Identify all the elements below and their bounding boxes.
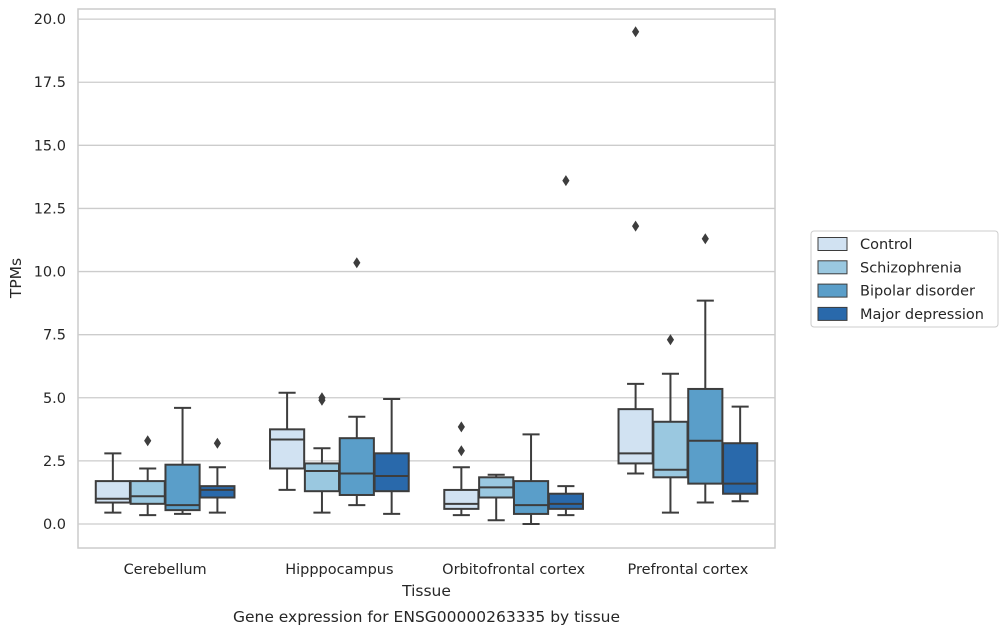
box-schizophrenia xyxy=(652,334,689,514)
x-tick-label: Hipppocampus xyxy=(285,562,393,578)
outlier-point xyxy=(318,392,326,404)
outlier-point xyxy=(457,421,465,433)
y-tick-label: 7.5 xyxy=(43,328,66,344)
y-tick-labels: 0.0 2.5 5.0 7.5 10.0 12.5 15.0 17.5 20.0 xyxy=(34,12,66,533)
box-bipolar-disorder xyxy=(338,257,375,507)
box-schizophrenia xyxy=(478,473,515,522)
box-major-depression xyxy=(722,405,759,503)
y-tick-label: 0.0 xyxy=(43,517,66,533)
legend-item: Schizophrenia xyxy=(817,260,962,276)
legend-label: Major depression xyxy=(860,307,984,323)
box-bipolar-disorder xyxy=(687,233,724,504)
box-iqr xyxy=(199,485,236,499)
outlier-point xyxy=(457,445,465,457)
y-tick-label: 2.5 xyxy=(43,454,66,470)
x-tick-label: Orbitofrontal cortex xyxy=(442,562,585,578)
box-iqr xyxy=(338,437,375,496)
box-iqr xyxy=(373,452,410,493)
outlier-point xyxy=(632,220,640,232)
legend-swatch xyxy=(817,260,848,275)
box-iqr xyxy=(164,463,201,512)
y-tick-label: 10.0 xyxy=(34,265,66,281)
y-tick-label: 5.0 xyxy=(43,391,66,407)
box-major-depression xyxy=(547,175,584,517)
x-axis-label: Tissue xyxy=(401,582,451,600)
outlier-point xyxy=(562,175,570,187)
outlier-point xyxy=(144,435,152,447)
outlier-point xyxy=(353,257,361,269)
box-iqr xyxy=(512,480,550,515)
y-axis-label: TPMs xyxy=(7,258,25,299)
x-tick-label: Prefrontal cortex xyxy=(627,562,748,578)
x-tick-labels: Cerebellum Hipppocampus Orbitofrontal cort… xyxy=(124,562,749,578)
box-iqr xyxy=(443,488,480,510)
box-iqr xyxy=(303,462,341,493)
box-control xyxy=(94,452,131,514)
x-tick-label: Cerebellum xyxy=(124,562,207,578)
box-schizophrenia xyxy=(303,392,341,514)
box-control xyxy=(443,421,480,517)
y-tick-label: 20.0 xyxy=(34,12,66,28)
box-control xyxy=(617,26,654,475)
legend-label: Control xyxy=(860,237,912,253)
legend-frame xyxy=(810,230,999,328)
legend-item: Control xyxy=(817,237,912,253)
legend-swatch xyxy=(817,283,848,298)
box-major-depression xyxy=(199,437,236,514)
box-iqr xyxy=(269,428,306,470)
y-tick-label: 12.5 xyxy=(34,201,66,217)
legend-item: Major depression xyxy=(817,306,984,323)
outlier-point xyxy=(213,437,221,449)
gridlines xyxy=(78,18,775,525)
y-tick-label: 17.5 xyxy=(34,75,66,91)
legend-label: Schizophrenia xyxy=(860,260,962,276)
outlier-point xyxy=(701,233,709,245)
box-control xyxy=(269,391,306,491)
outlier-point xyxy=(666,334,675,346)
box-major-depression xyxy=(373,398,410,515)
box-schizophrenia xyxy=(129,435,166,517)
legend-swatch xyxy=(817,306,848,321)
legend: Control Schizophrenia Bipolar disorder Majo… xyxy=(810,230,999,328)
plot-area-frame xyxy=(77,8,776,549)
box-iqr xyxy=(652,420,689,479)
box-iqr xyxy=(722,442,759,495)
y-tick-label: 15.0 xyxy=(34,138,66,154)
box-iqr xyxy=(129,480,166,505)
box-iqr xyxy=(617,408,654,465)
legend-item: Bipolar disorder xyxy=(817,283,975,300)
legend-swatch xyxy=(817,237,848,251)
chart-title: Gene expression for ENSG00000263335 by t… xyxy=(233,608,620,626)
box-iqr xyxy=(687,387,724,485)
box-bipolar-disorder xyxy=(512,433,550,526)
boxes xyxy=(94,26,759,526)
outlier-point xyxy=(632,26,640,38)
legend-label: Bipolar disorder xyxy=(860,284,975,300)
box-iqr xyxy=(547,492,584,510)
